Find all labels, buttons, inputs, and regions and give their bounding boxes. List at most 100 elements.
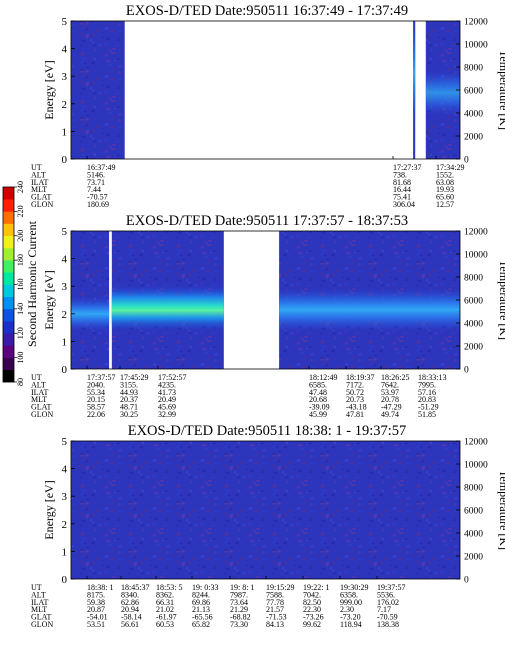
y-right-tick-label: 12000 <box>464 438 488 448</box>
info-value: 5146. <box>87 170 105 179</box>
y-tick-label: 0 <box>62 364 68 376</box>
info-value: 49.74 <box>381 410 399 419</box>
y-right-tick-label: 8000 <box>464 484 483 494</box>
y-tick-label: 4 <box>62 44 68 56</box>
info-value: 20.37 <box>120 395 138 404</box>
info-row-label: ILAT <box>31 388 48 397</box>
panel-3-ylabel: Energy [eV] <box>42 480 56 539</box>
info-value: 53.97 <box>381 388 399 397</box>
colorbar-bin <box>3 199 14 212</box>
info-value: -54.01 <box>87 613 108 622</box>
y-tick-label: 2 <box>62 99 68 111</box>
panel-3-ylabel-right: Temperature [K] <box>497 470 505 550</box>
info-value: 3155. <box>120 380 138 389</box>
info-value: 81.68 <box>393 178 411 187</box>
y-right-tick-label: 2000 <box>464 343 483 353</box>
colorbar-tick-label: 240 <box>16 181 25 193</box>
info-value: 44.93 <box>120 388 138 397</box>
info-value: 4235. <box>158 380 176 389</box>
info-row-label: UT <box>31 163 42 172</box>
info-value: 20.68 <box>309 395 327 404</box>
info-value: 20.49 <box>158 395 176 404</box>
y-tick-label: 2 <box>62 309 68 321</box>
panel-2-title: EXOS-D/TED Date:950511 17:37:57 - 18:37:… <box>126 213 408 229</box>
info-row-label: MLT <box>31 605 47 614</box>
info-value: 18:26:25 <box>381 373 409 382</box>
y-tick-label: 5 <box>62 436 68 448</box>
info-value: 22.06 <box>87 410 105 419</box>
info-value: 19: 8: 1 <box>230 583 254 592</box>
info-value: 73.64 <box>230 598 248 607</box>
emission-band <box>111 286 224 331</box>
info-value: 8175. <box>87 590 105 599</box>
y-tick-label: 3 <box>62 491 68 503</box>
info-value: 65.60 <box>436 193 454 202</box>
info-value: 180.69 <box>87 200 109 209</box>
panel-1-ylabel-right: Temperature [K] <box>497 50 505 130</box>
info-value: 66.31 <box>156 598 174 607</box>
info-value: 50.72 <box>346 388 364 397</box>
info-row-label: GLON <box>31 620 53 629</box>
info-value: -51.29 <box>418 403 439 412</box>
info-value: 7995. <box>418 380 436 389</box>
info-value: 69.86 <box>192 598 210 607</box>
y-right-tick-label: 2000 <box>464 133 483 143</box>
y-tick-label: 2 <box>62 519 68 531</box>
info-value: 8244. <box>192 590 210 599</box>
emission-band <box>279 289 460 331</box>
y-tick-label: 0 <box>62 154 68 166</box>
y-right-tick-label: 10000 <box>464 41 488 51</box>
info-value: 60.53 <box>156 620 174 629</box>
info-value: 20.78 <box>381 395 399 404</box>
colorbar-tick-label: 200 <box>16 230 25 242</box>
y-right-tick-label: 6000 <box>464 507 483 517</box>
info-value: 84.13 <box>266 620 284 629</box>
info-row-label: GLAT <box>31 193 52 202</box>
info-row-label: ALT <box>31 170 46 179</box>
panel-2: EXOS-D/TED Date:950511 17:37:57 - 18:37:… <box>31 213 505 419</box>
colorbar-tick-label: 100 <box>16 352 25 364</box>
info-value: 45.69 <box>158 403 176 412</box>
colorbar-bin <box>3 284 14 297</box>
info-value: -43.18 <box>346 403 367 412</box>
emission-band <box>71 297 110 331</box>
y-right-tick-label: 12000 <box>464 18 488 28</box>
y-tick-label: 0 <box>62 574 68 586</box>
info-value: 19.93 <box>436 185 454 194</box>
info-value: 118.94 <box>340 620 362 629</box>
info-value: 12.57 <box>436 200 454 209</box>
info-value: 55.34 <box>87 388 105 397</box>
y-right-tick-label: 4000 <box>464 110 483 120</box>
info-row-label: ILAT <box>31 598 48 607</box>
colorbar-bin <box>3 223 14 237</box>
colorbar-bin <box>3 308 14 322</box>
info-value: 21.57 <box>266 605 284 614</box>
info-value: 18:45:37 <box>121 583 149 592</box>
info-row-label: ALT <box>31 380 46 389</box>
info-value: -61.97 <box>156 613 177 622</box>
panel-1-ylabel: Energy [eV] <box>42 60 56 119</box>
data-segment <box>71 21 125 159</box>
y-tick-label: 1 <box>62 336 68 348</box>
info-value: 73.30 <box>230 620 248 629</box>
panel-1-spectrogram <box>71 21 460 159</box>
info-value: 75.41 <box>393 193 411 202</box>
emission-spike <box>413 21 416 126</box>
info-row-label: GLON <box>31 410 53 419</box>
colorbar-bin <box>3 272 14 285</box>
info-value: 8362. <box>156 590 174 599</box>
info-value: -71.53 <box>266 613 287 622</box>
info-value: 51.85 <box>418 410 436 419</box>
info-value: 17:45:29 <box>120 373 148 382</box>
info-row-label: ILAT <box>31 178 48 187</box>
info-value: 138.38 <box>377 620 399 629</box>
panel-3-spectrogram <box>71 441 460 579</box>
panel-1: EXOS-D/TED Date:950511 16:37:49 - 17:37:… <box>31 3 505 209</box>
colorbar-bin <box>3 235 14 249</box>
info-value: 63.08 <box>436 178 454 187</box>
panel-3: EXOS-D/TED Date:950511 18:38: 1 - 19:37:… <box>31 423 505 629</box>
info-value: -58.14 <box>121 613 142 622</box>
info-value: 32.99 <box>158 410 176 419</box>
colorbar-bin <box>3 187 14 200</box>
